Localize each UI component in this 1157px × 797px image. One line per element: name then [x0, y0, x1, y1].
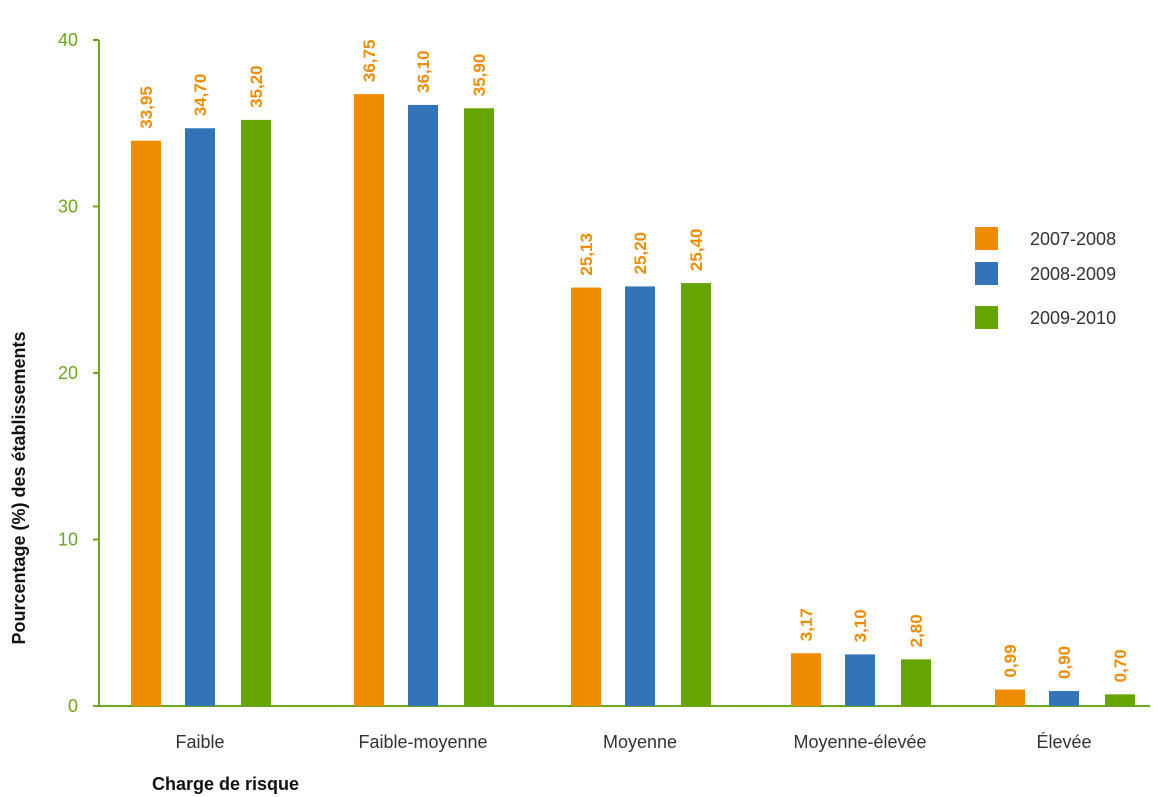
bars: [131, 94, 1135, 707]
value-label: 35,90: [470, 54, 489, 97]
y-axis-title: Pourcentage (%) des établissements: [9, 331, 29, 644]
legend: 2007-2008 2008-2009 2009-2010: [975, 227, 1116, 329]
value-label: 0,90: [1055, 646, 1074, 679]
value-label: 0,70: [1111, 649, 1130, 682]
bar-2009-2010-Moyenne: [681, 283, 711, 706]
value-label: 34,70: [191, 74, 210, 117]
x-axis: Faible Faible-moyenne Moyenne Moyenne-élevé…: [99, 705, 1150, 752]
x-tick-label: Faible-moyenne: [358, 732, 487, 752]
legend-swatch: [975, 262, 998, 285]
bar-2007-2008-Faible: [131, 140, 161, 707]
value-label: 0,99: [1001, 644, 1020, 677]
bar-2008-2009-Faible: [185, 128, 215, 706]
value-label: 3,17: [797, 608, 816, 641]
value-label: 36,75: [360, 40, 379, 83]
bar-2007-2008-Moyenne-élevée: [791, 653, 821, 706]
y-tick-label: 40: [58, 30, 78, 50]
y-tick-label: 20: [58, 363, 78, 383]
bar-2009-2010-Élevée: [1105, 694, 1135, 706]
value-label: 2,80: [907, 614, 926, 647]
bar-2009-2010-Faible: [241, 119, 271, 707]
bar-2008-2009-Moyenne-élevée: [845, 654, 875, 706]
bar-2009-2010-Moyenne-élevée: [901, 659, 931, 706]
bar-2009-2010-Faible-moyenne: [464, 108, 494, 706]
legend-swatch: [975, 227, 998, 250]
bar-2008-2009-Moyenne: [625, 286, 655, 706]
legend-label: 2008-2009: [1030, 264, 1116, 284]
x-tick-label: Moyenne-élevée: [793, 732, 926, 752]
x-tick-label: Élevée: [1036, 732, 1091, 752]
legend-label: 2007-2008: [1030, 229, 1116, 249]
y-tick-label: 0: [68, 696, 78, 716]
bar-2007-2008-Élevée: [995, 689, 1025, 706]
x-tick-label: Moyenne: [603, 732, 677, 752]
value-label: 25,20: [631, 232, 650, 275]
bar-2008-2009-Faible-moyenne: [408, 104, 438, 706]
bar-2007-2008-Moyenne: [571, 287, 601, 706]
y-tick-label: 10: [58, 530, 78, 550]
value-label: 25,40: [687, 229, 706, 272]
y-tick-label: 30: [58, 197, 78, 217]
legend-swatch: [975, 306, 998, 329]
value-label: 3,10: [851, 609, 870, 642]
legend-label: 2009-2010: [1030, 308, 1116, 328]
value-label: 25,13: [577, 233, 596, 276]
bar-2008-2009-Élevée: [1049, 691, 1079, 706]
value-label: 36,10: [414, 50, 433, 93]
value-label: 33,95: [137, 86, 156, 129]
value-label: 35,20: [247, 65, 266, 108]
value-labels: 33,95 36,75 25,13 3,17 0,99 34,70 36,10 25,20 3,…: [137, 40, 1130, 683]
x-axis-title: Charge de risque: [152, 774, 299, 794]
x-tick-label: Faible: [175, 732, 224, 752]
bar-2007-2008-Faible-moyenne: [354, 94, 384, 707]
y-axis: 0 10 20 30 40: [58, 30, 100, 716]
